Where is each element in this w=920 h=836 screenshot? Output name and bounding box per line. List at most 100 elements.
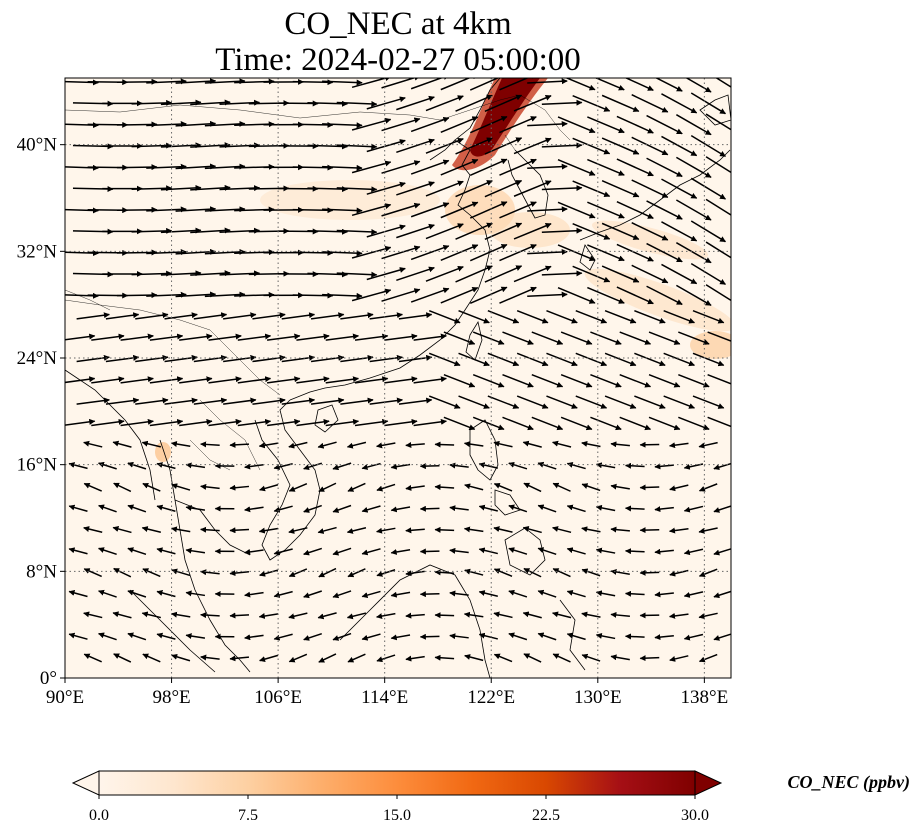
wind-arrow (601, 180, 640, 198)
wind-arrow (443, 331, 476, 345)
wind-arrow (449, 547, 469, 554)
wind-arrow (646, 157, 683, 178)
border-southeast-asia-north (209, 329, 281, 396)
wind-arrow (366, 181, 406, 195)
lat-tick-label: 32°N (17, 241, 58, 262)
wind-arrow (175, 248, 217, 255)
wind-arrow (669, 612, 689, 619)
wind-arrow (405, 612, 425, 619)
wind-arrow (661, 263, 698, 285)
wind-arrow (463, 611, 484, 618)
wind-arrow (405, 442, 425, 448)
wind-arrow (146, 249, 187, 256)
wind-arrow (369, 397, 403, 405)
lat-tick-label: 40°N (17, 135, 58, 156)
wind-arrow (698, 653, 718, 663)
wind-arrow (376, 612, 396, 620)
wind-arrow (516, 309, 549, 324)
wind-arrow (472, 373, 505, 388)
wind-arrow (604, 352, 637, 367)
wind-arrow (376, 654, 396, 663)
wind-arrow (68, 504, 88, 512)
wind-arrow (390, 634, 411, 641)
wind-arrow (179, 376, 213, 384)
wind-arrow (292, 164, 334, 171)
wind-arrow (146, 121, 187, 128)
wind-arrow (663, 352, 695, 367)
wind-arrow (396, 138, 435, 154)
wind-arrow (508, 547, 528, 555)
wind-arrow (273, 505, 293, 513)
coastline-japan (579, 149, 731, 241)
wind-arrow (443, 416, 476, 431)
wind-arrow (376, 527, 396, 534)
country-borders (65, 94, 571, 471)
wind-arrow (575, 309, 608, 324)
wind-arrow (458, 352, 490, 367)
wind-arrow (366, 267, 406, 281)
wind-arrow (557, 286, 596, 304)
wind-arrow (336, 100, 378, 107)
wind-arrow (537, 589, 557, 598)
wind-arrow (146, 206, 187, 213)
plume-indochina (155, 442, 171, 462)
wind-arrow (425, 180, 464, 197)
wind-arrow (376, 442, 396, 449)
lon-tick-label: 90°E (46, 687, 84, 708)
wind-arrow (112, 526, 132, 534)
wind-arrow (690, 177, 726, 200)
wind-arrow (164, 397, 198, 405)
wind-arrow (390, 591, 411, 598)
wind-arrow (707, 373, 731, 385)
wind-arrow (252, 354, 286, 363)
coastline-vietnam (254, 399, 321, 561)
wind-arrow (405, 527, 425, 534)
wind-arrow (527, 206, 568, 213)
colorbar-gradient (99, 771, 695, 795)
wind-arrow (390, 549, 411, 555)
wind-arrow (292, 249, 334, 256)
wind-arrow (537, 632, 557, 641)
wind-arrow (631, 94, 669, 113)
wind-arrow (458, 395, 490, 409)
wind-arrow (527, 163, 568, 170)
wind-arrow (557, 116, 596, 134)
wind-arrow (690, 135, 726, 157)
plume-yellow-sea (490, 212, 570, 248)
wind-arrow (428, 352, 461, 367)
wind-arrow (98, 504, 117, 513)
wind-arrow (384, 333, 418, 341)
wind-arrow (259, 654, 279, 663)
wind-arrow (604, 395, 637, 409)
wind-arrow (440, 116, 479, 133)
wind-arrow (493, 653, 513, 663)
wind-arrow (587, 286, 625, 304)
wind-arrow (281, 312, 316, 320)
wind-arrow (332, 632, 352, 641)
wind-arrow (361, 590, 381, 599)
wind-arrow (601, 94, 640, 112)
wind-arrow (443, 373, 476, 388)
colorbar-tick-label: 15.0 (383, 807, 411, 824)
wind-arrow (619, 416, 652, 431)
wind-arrow (661, 178, 698, 199)
wind-arrow (625, 462, 645, 469)
wind-arrow (171, 653, 191, 662)
wind-arrow (513, 180, 552, 197)
wind-arrow (156, 590, 176, 598)
wind-arrow (587, 244, 625, 262)
wind-arrow (595, 462, 616, 469)
coastline-bohai (454, 78, 501, 141)
wind-arrow (713, 548, 731, 556)
wind-arrow (127, 632, 147, 641)
wind-arrow (698, 568, 718, 577)
wind-arrow (440, 78, 479, 91)
wind-arrow (185, 505, 206, 511)
wind-arrow (610, 654, 630, 661)
wind-arrow (160, 227, 202, 234)
wind-arrow (318, 653, 337, 663)
wind-arrow (595, 590, 616, 597)
wind-arrow (98, 589, 117, 598)
wind-arrow (434, 654, 455, 661)
wind-arrow (135, 354, 169, 363)
